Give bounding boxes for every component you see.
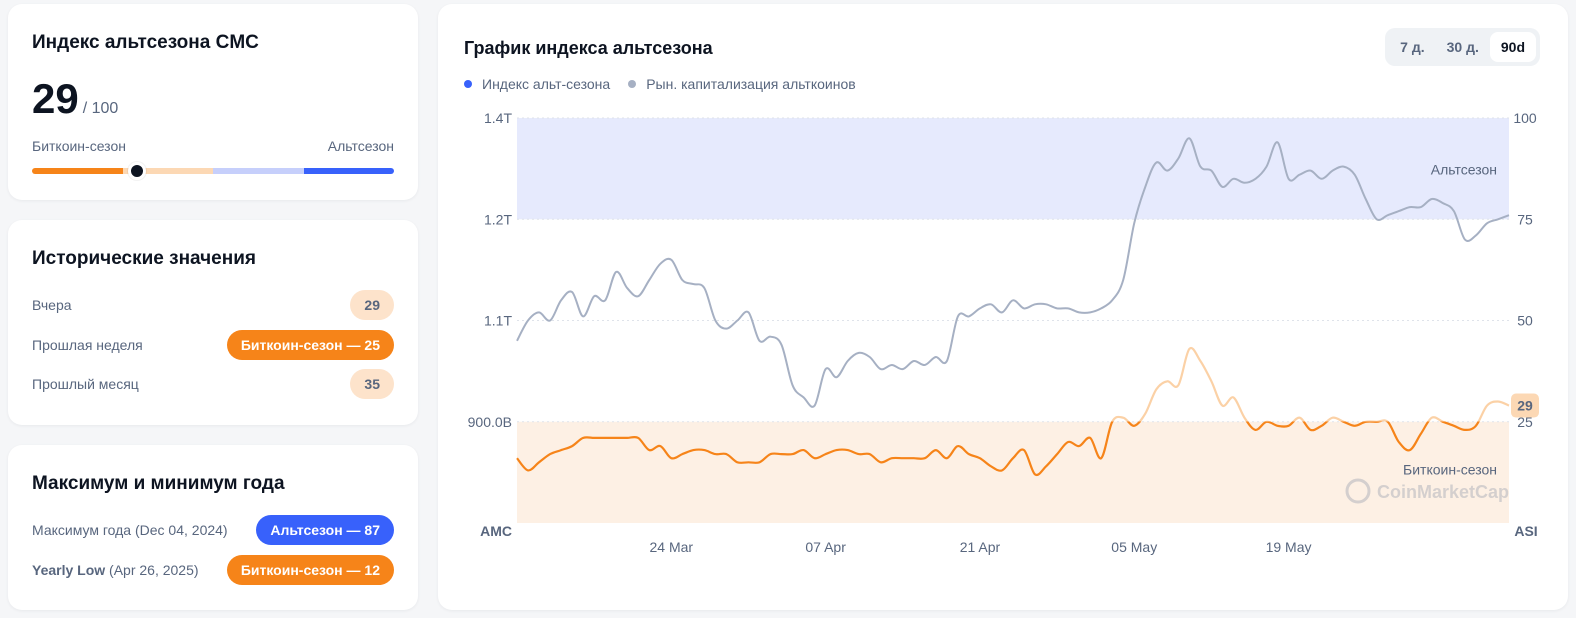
current-value-text: 29 [1517, 398, 1533, 414]
right-axis-title: ASI [1514, 523, 1537, 539]
historical-row-last-week: Прошлая неделя Биткоин-сезон — 25 [32, 330, 394, 360]
altseason-label: Альтсезон [327, 138, 394, 154]
historical-row-label: Прошлый месяц [32, 376, 139, 392]
yearly-low-row: Yearly Low (Apr 26, 2025) Биткоин-сезон … [32, 555, 394, 585]
right-axis-tick-label: 100 [1513, 110, 1537, 126]
season-scale-bar [32, 168, 394, 174]
index-score-max: / 100 [82, 100, 119, 117]
left-axis-tick-label: 1.1T [484, 313, 512, 329]
historical-row-value: Биткоин-сезон — 25 [226, 330, 394, 360]
x-axis-tick-label: 24 Mar [650, 539, 694, 555]
scale-indicator-knob [127, 162, 146, 180]
watermark-text: CoinMarketCap [1377, 482, 1509, 502]
scale-segment-bitcoin [32, 168, 123, 174]
bitcoin-season-zone [517, 421, 1509, 523]
yearly-title: Максимум и минимум года [32, 473, 285, 494]
coinmarketcap-watermark: CoinMarketCap [1345, 478, 1509, 504]
index-card-title: Индекс альтсезона CMC [32, 32, 259, 53]
scale-segment-alt-light [213, 168, 304, 174]
index-score-value: 29 [32, 75, 79, 122]
legend-item-altcoin-market-cap[interactable]: Рын. капитализация альткоинов [628, 76, 856, 92]
right-axis-tick-label: 75 [1517, 211, 1533, 227]
left-axis-tick-label: 900.0B [468, 414, 512, 430]
right-axis-tick-label: 50 [1517, 313, 1533, 329]
yearly-high-label: Максимум года (Dec 04, 2024) [32, 522, 228, 538]
altcoin-market-cap-line [516, 137, 1510, 408]
historical-row-value: 29 [350, 290, 394, 320]
yearly-low-value: Биткоин-сезон — 12 [226, 555, 394, 585]
yearly-low-text: Yearly Low [32, 562, 106, 578]
historical-values-card: Исторические значения Вчера 29 Прошлая н… [8, 220, 418, 425]
range-selector: 7 д. 30 д. 90d [1385, 28, 1540, 66]
legend-label: Рын. капитализация альткоинов [646, 76, 856, 92]
x-axis-tick-label: 21 Apr [960, 539, 1001, 555]
altseason-chart: Альтсезон Биткоин-сезон 1.4T 1.2T 1.1T 900.0B… [468, 110, 1539, 555]
altseason-index-card: Индекс альтсезона CMC 29 / 100 Биткоин-с… [8, 4, 418, 200]
x-axis-tick-label: 19 May [1266, 539, 1312, 555]
historical-row-label: Прошлая неделя [32, 337, 143, 353]
legend-dot-icon [464, 80, 472, 88]
historical-row-yesterday: Вчера 29 [32, 290, 394, 320]
legend-label: Индекс альт-сезона [482, 76, 611, 92]
legend-item-altseason-index[interactable]: Индекс альт-сезона [464, 76, 610, 92]
altseason-zone [517, 118, 1509, 220]
historical-row-last-month: Прошлый месяц 35 [32, 369, 394, 399]
current-value-badge [1511, 393, 1539, 418]
range-tab-90d[interactable]: 90d [1489, 32, 1536, 62]
legend-dot-icon [628, 80, 637, 88]
yearly-high-row: Максимум года (Dec 04, 2024) Альтсезон —… [32, 515, 394, 545]
yearly-high-date: (Dec 04, 2024) [134, 522, 228, 538]
historical-title: Исторические значения [32, 248, 256, 269]
chart-title: График индекса альтсезона [464, 38, 713, 58]
right-axis-tick-label: 25 [1517, 414, 1533, 430]
chart-legend: Индекс альт-сезона Рын. капитализация ал… [464, 76, 874, 92]
yearly-high-text: Максимум года [32, 522, 132, 538]
coinmarketcap-logo-icon [1345, 478, 1371, 504]
scale-segment-bitcoin-light [122, 168, 213, 174]
left-axis-tick-label: 1.2T [484, 211, 512, 227]
historical-row-value: 35 [350, 369, 394, 399]
historical-row-label: Вчера [32, 297, 72, 313]
scale-segment-alt [303, 168, 394, 174]
yearly-low-label: Yearly Low (Apr 26, 2025) [32, 562, 199, 578]
index-score: 29 / 100 [32, 78, 118, 120]
range-tab-30d[interactable]: 30 д. [1446, 39, 1479, 55]
x-axis-tick-label: 07 Apr [805, 539, 846, 555]
yearly-high-value: Альтсезон — 87 [256, 515, 394, 545]
x-axis-tick-label: 05 May [1111, 539, 1157, 555]
bitcoin-season-label: Биткоин-сезон [32, 138, 126, 154]
yearly-high-low-card: Максимум и минимум года Максимум года (D… [8, 445, 418, 610]
left-axis-tick-label: 1.4T [484, 110, 512, 126]
left-axis-title: AMC [480, 523, 512, 539]
altseason-index-line [516, 346, 1510, 477]
range-tab-7d[interactable]: 7 д. [1400, 39, 1425, 55]
yearly-low-date: (Apr 26, 2025) [109, 562, 199, 578]
bitcoin-season-zone-label: Биткоин-сезон [1403, 461, 1497, 477]
altseason-chart-card: Альтсезон Биткоин-сезон 1.4T 1.2T 1.1T 900.0B… [438, 4, 1568, 610]
altseason-zone-label: Альтсезон [1431, 162, 1497, 178]
